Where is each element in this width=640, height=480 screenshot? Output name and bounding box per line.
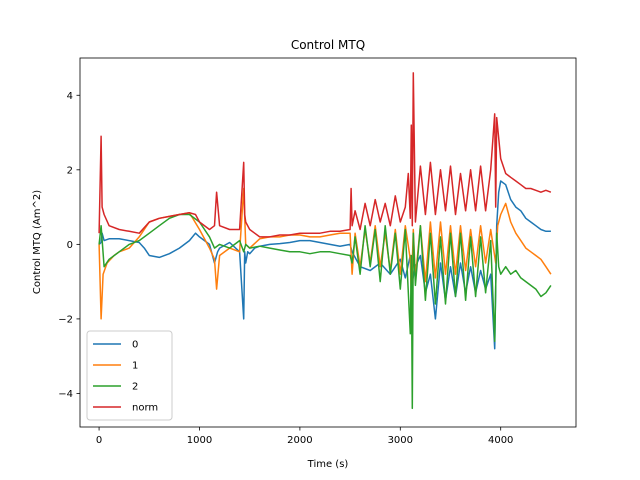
y-tick-label: 2: [67, 165, 73, 176]
plot-area: [98, 72, 552, 410]
series-line-2: [98, 213, 552, 410]
legend-box: [86, 330, 173, 421]
legend-label-2: 2: [132, 382, 138, 393]
legend: 0 1 2 norm: [86, 330, 173, 421]
x-tick-label: 4000: [488, 435, 513, 446]
y-tick-label: −4: [58, 389, 73, 400]
y-tick-label: 4: [67, 91, 73, 102]
y-tick-label: −2: [58, 314, 73, 325]
plot-frame: [79, 57, 577, 428]
series-layer: [98, 72, 552, 410]
x-tick-label: 0: [96, 435, 102, 446]
series-line-1: [98, 187, 552, 320]
series-line-norm: [98, 72, 552, 238]
x-tick-label: 3000: [388, 435, 413, 446]
legend-label-0: 0: [132, 340, 138, 351]
x-axis: 0 1000 2000 3000 4000: [96, 427, 513, 446]
x-tick-label: 1000: [187, 435, 212, 446]
y-axis: −4 −2 0 2 4: [58, 91, 80, 400]
legend-label-1: 1: [132, 361, 138, 372]
x-axis-label: Time (s): [307, 459, 349, 470]
legend-label-norm: norm: [132, 403, 158, 414]
y-axis-label: Control MTQ (Am^2): [32, 190, 43, 294]
x-tick-label: 2000: [287, 435, 312, 446]
y-tick-label: 0: [67, 240, 73, 251]
chart-title: Control MTQ: [291, 38, 365, 52]
